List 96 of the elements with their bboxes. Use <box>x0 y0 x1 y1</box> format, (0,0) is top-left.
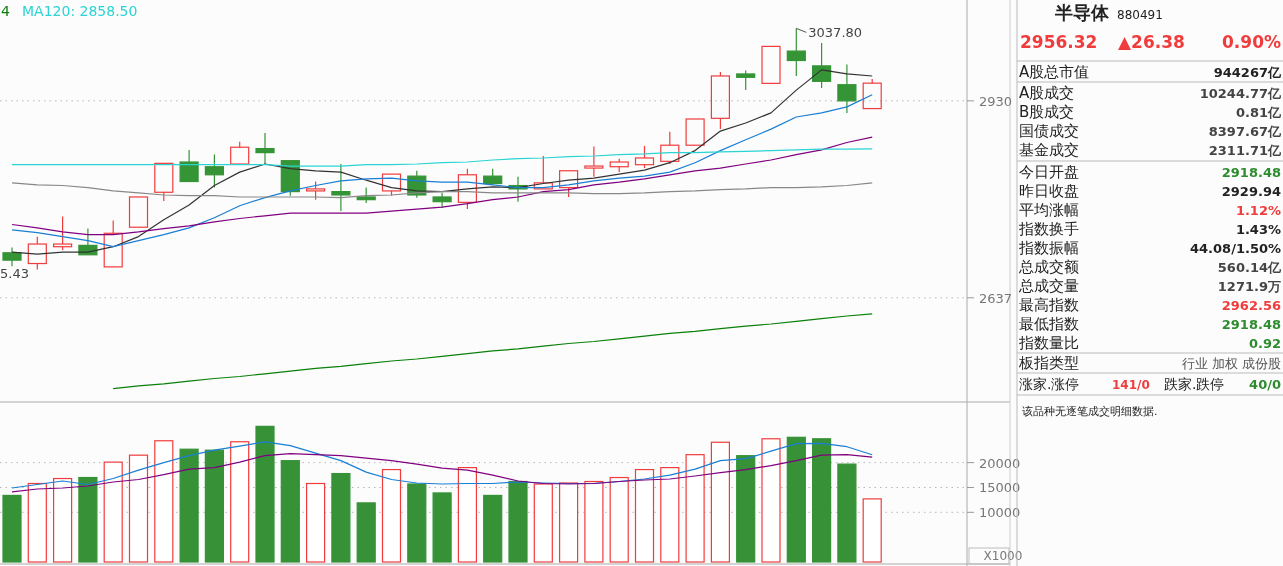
y-tick-label: 10000 <box>979 505 1021 521</box>
y-tick-label: 2930 <box>979 93 1013 109</box>
text: 总成交量 <box>1018 277 1079 295</box>
bar <box>584 480 604 563</box>
line-series <box>112 313 873 390</box>
bar <box>356 502 376 563</box>
text: 44.08/1.50% <box>1190 241 1281 256</box>
bar <box>609 476 629 563</box>
bar <box>761 438 781 563</box>
text: B股成交 <box>1019 103 1075 121</box>
bar <box>230 441 250 563</box>
text: 0.92 <box>1248 336 1281 351</box>
text: 1.12% <box>1235 203 1281 218</box>
text: 总成交额 <box>1018 258 1079 276</box>
text: 944267亿 <box>1213 65 1282 80</box>
bar <box>331 472 351 563</box>
text: A股成交 <box>1019 84 1075 102</box>
bar <box>533 483 553 563</box>
text: 2918.48 <box>1221 165 1281 180</box>
bar <box>660 467 680 563</box>
text: 今日开盘 <box>1019 163 1079 181</box>
annotation: 5.43 <box>0 265 29 281</box>
candlestick <box>432 192 452 209</box>
bar <box>559 482 579 563</box>
bar <box>407 483 427 563</box>
text: 2962.56 <box>1221 298 1281 313</box>
text: 8397.67亿 <box>1208 124 1282 139</box>
text: 560.14亿 <box>1217 260 1282 275</box>
candlestick <box>837 63 857 114</box>
y-tick-label: 2637 <box>979 290 1013 306</box>
text: 0.90% <box>1222 32 1281 52</box>
bar <box>78 476 98 563</box>
text: 最低指数 <box>1019 315 1079 333</box>
text: 141/0 <box>1112 378 1150 392</box>
bar <box>432 492 452 563</box>
bar <box>103 461 123 563</box>
text: 指数量比 <box>1018 334 1079 352</box>
text: A股总市值 <box>1019 63 1090 81</box>
text: 2956.32 <box>1020 32 1098 52</box>
text: 1271.9万 <box>1217 279 1281 294</box>
text: 平均涨幅 <box>1019 201 1079 219</box>
line-series <box>11 453 873 493</box>
text: X1000 <box>983 549 1023 563</box>
text: 半导体 <box>1054 2 1110 23</box>
annotation: 3037.80 <box>808 25 863 41</box>
bar <box>306 482 326 563</box>
candlestick <box>584 145 604 178</box>
bar <box>381 468 402 563</box>
bar <box>483 494 503 563</box>
text: ▲26.38 <box>1118 32 1185 52</box>
annotation: 4 <box>1 3 10 19</box>
bar <box>179 448 199 563</box>
y-tick-label: 15000 <box>979 480 1021 496</box>
bar <box>634 468 655 563</box>
text: 该品种无逐笔成交明细数据. <box>1022 405 1158 418</box>
text: 跌家.跌停 <box>1164 376 1225 392</box>
text: 2918.48 <box>1221 317 1281 332</box>
bar <box>27 482 47 563</box>
text: MA120: 2858.50 <box>22 3 138 19</box>
bar <box>786 436 806 563</box>
bar <box>204 449 224 563</box>
candlestick <box>255 132 275 166</box>
bar <box>457 467 477 563</box>
bar <box>255 425 275 563</box>
text: 0.81亿 <box>1235 105 1282 120</box>
bar <box>53 477 73 563</box>
text: 880491 <box>1117 8 1163 22</box>
text: 1.43% <box>1235 222 1281 237</box>
y-tick-label: 20000 <box>979 455 1021 471</box>
bar <box>862 498 882 563</box>
text: 国债成交 <box>1019 122 1079 140</box>
candlestick <box>331 163 351 212</box>
text: 昨日收盘 <box>1019 182 1079 200</box>
bar <box>685 454 705 563</box>
text: 板指类型 <box>1018 354 1079 372</box>
candlestick <box>2 246 22 267</box>
text: 2929.94 <box>1221 184 1281 199</box>
bar <box>812 438 832 563</box>
text: 指数换手 <box>1018 220 1079 238</box>
bar <box>736 455 756 563</box>
text: 40/0 <box>1249 377 1281 392</box>
bar <box>710 441 730 563</box>
text: 涨家.涨停 <box>1019 376 1080 392</box>
text: 最高指数 <box>1019 296 1079 314</box>
text: 10244.77亿 <box>1199 86 1282 101</box>
bar <box>280 460 300 563</box>
text: 2311.71亿 <box>1208 143 1282 158</box>
line-series <box>11 136 873 236</box>
text: 行业 加权 成份股 <box>1181 356 1281 371</box>
bar <box>508 480 528 563</box>
bar <box>2 494 22 563</box>
text: 基金成交 <box>1019 141 1079 159</box>
text: 指数振幅 <box>1018 239 1079 257</box>
bar <box>154 440 174 563</box>
bar <box>837 463 857 563</box>
bar <box>128 454 149 563</box>
